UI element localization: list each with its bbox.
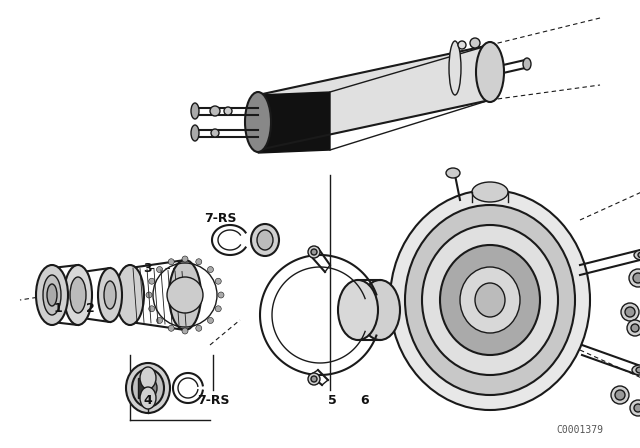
Ellipse shape: [257, 230, 273, 250]
Ellipse shape: [47, 284, 57, 306]
Ellipse shape: [36, 265, 68, 325]
Ellipse shape: [472, 182, 508, 202]
Ellipse shape: [422, 225, 558, 375]
Ellipse shape: [251, 224, 279, 256]
Bar: [138, 378, 146, 398]
Ellipse shape: [476, 42, 504, 102]
Ellipse shape: [245, 92, 271, 152]
Ellipse shape: [390, 190, 590, 410]
Ellipse shape: [191, 125, 199, 141]
Ellipse shape: [196, 259, 202, 265]
Ellipse shape: [132, 369, 164, 407]
Ellipse shape: [630, 400, 640, 416]
Ellipse shape: [167, 277, 203, 313]
Ellipse shape: [210, 106, 220, 116]
Ellipse shape: [629, 269, 640, 287]
Ellipse shape: [218, 292, 224, 298]
Ellipse shape: [634, 250, 640, 260]
Text: 4: 4: [143, 393, 152, 406]
Text: 7-RS: 7-RS: [204, 211, 236, 224]
Ellipse shape: [634, 404, 640, 412]
Ellipse shape: [148, 306, 155, 312]
Ellipse shape: [636, 367, 640, 373]
Ellipse shape: [126, 363, 170, 413]
Ellipse shape: [470, 38, 480, 48]
Ellipse shape: [625, 307, 635, 317]
Ellipse shape: [338, 280, 378, 340]
Ellipse shape: [215, 278, 221, 284]
Circle shape: [308, 373, 320, 385]
Ellipse shape: [146, 292, 152, 298]
Ellipse shape: [148, 278, 155, 284]
Ellipse shape: [523, 58, 531, 70]
Ellipse shape: [104, 281, 116, 309]
Ellipse shape: [70, 277, 86, 313]
Text: 7-RS: 7-RS: [196, 393, 229, 406]
Ellipse shape: [633, 273, 640, 283]
Ellipse shape: [139, 377, 157, 399]
Text: 5: 5: [328, 393, 337, 406]
Ellipse shape: [140, 387, 156, 409]
Ellipse shape: [446, 168, 460, 178]
Ellipse shape: [460, 267, 520, 333]
Polygon shape: [258, 45, 490, 150]
Text: 3: 3: [144, 262, 152, 275]
Ellipse shape: [627, 320, 640, 336]
Ellipse shape: [632, 365, 640, 375]
Ellipse shape: [449, 41, 461, 95]
Polygon shape: [258, 92, 330, 153]
Ellipse shape: [169, 260, 201, 330]
Ellipse shape: [157, 267, 163, 272]
Ellipse shape: [638, 252, 640, 258]
Ellipse shape: [182, 328, 188, 334]
Circle shape: [311, 376, 317, 382]
Ellipse shape: [215, 306, 221, 312]
Ellipse shape: [631, 324, 639, 332]
Ellipse shape: [207, 267, 214, 272]
Ellipse shape: [64, 265, 92, 325]
Ellipse shape: [157, 318, 163, 323]
Ellipse shape: [168, 325, 174, 331]
Ellipse shape: [615, 390, 625, 400]
Ellipse shape: [207, 318, 214, 323]
Ellipse shape: [116, 265, 144, 325]
Text: 6: 6: [361, 393, 369, 406]
Ellipse shape: [224, 107, 232, 115]
Circle shape: [308, 246, 320, 258]
Ellipse shape: [196, 325, 202, 331]
Ellipse shape: [405, 205, 575, 395]
Ellipse shape: [182, 256, 188, 262]
Ellipse shape: [611, 386, 629, 404]
Text: C0001379: C0001379: [557, 425, 604, 435]
Ellipse shape: [191, 103, 199, 119]
Text: 1: 1: [54, 302, 62, 314]
Ellipse shape: [360, 280, 400, 340]
Ellipse shape: [475, 283, 505, 317]
Ellipse shape: [440, 245, 540, 355]
Ellipse shape: [621, 303, 639, 321]
Ellipse shape: [168, 259, 174, 265]
Ellipse shape: [43, 275, 61, 315]
Ellipse shape: [458, 41, 466, 49]
Ellipse shape: [140, 367, 156, 389]
Circle shape: [311, 249, 317, 255]
Text: 2: 2: [86, 302, 94, 314]
Ellipse shape: [98, 268, 122, 322]
Ellipse shape: [211, 129, 219, 137]
